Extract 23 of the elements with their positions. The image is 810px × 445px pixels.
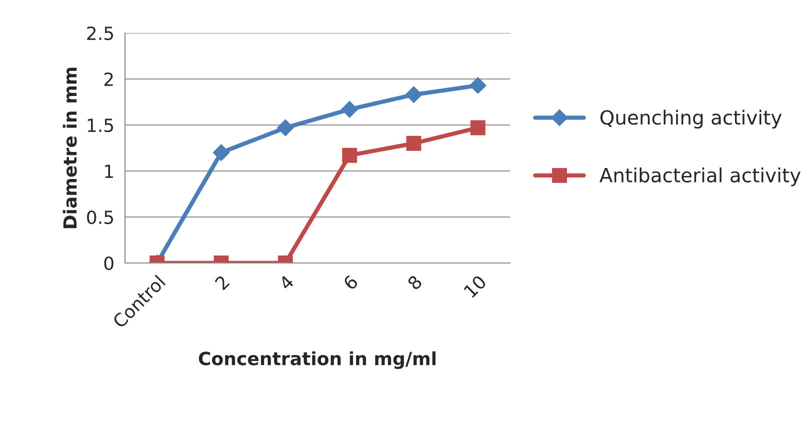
point	[406, 136, 422, 151]
y-axis-title: Diametre in mm	[62, 68, 77, 228]
x-tick-label: 6	[342, 274, 359, 291]
y-tick-label: 0.5	[87, 210, 114, 224]
x-axis-title: Concentration in mg/ml	[198, 351, 436, 369]
y-tick-label: 1.5	[88, 118, 114, 132]
point	[470, 120, 486, 136]
y-tick-label: 1	[105, 164, 113, 178]
point	[342, 148, 358, 163]
point	[470, 77, 486, 94]
point	[212, 144, 230, 161]
x-tick-label: 10	[463, 274, 487, 298]
legend-label: Quenching activity	[600, 110, 782, 129]
point	[341, 100, 358, 118]
y-tick-label: 0	[104, 256, 114, 270]
x-tick-label: 4	[278, 274, 294, 291]
point	[277, 119, 294, 136]
y-tick-label: 2	[104, 72, 113, 86]
point	[405, 86, 422, 104]
y-tick-label: 2.5	[87, 26, 114, 40]
x-tick-label: 8	[406, 274, 423, 291]
legend-label: Antibacterial activity	[600, 167, 801, 186]
x-tick-label: 2	[214, 274, 230, 290]
